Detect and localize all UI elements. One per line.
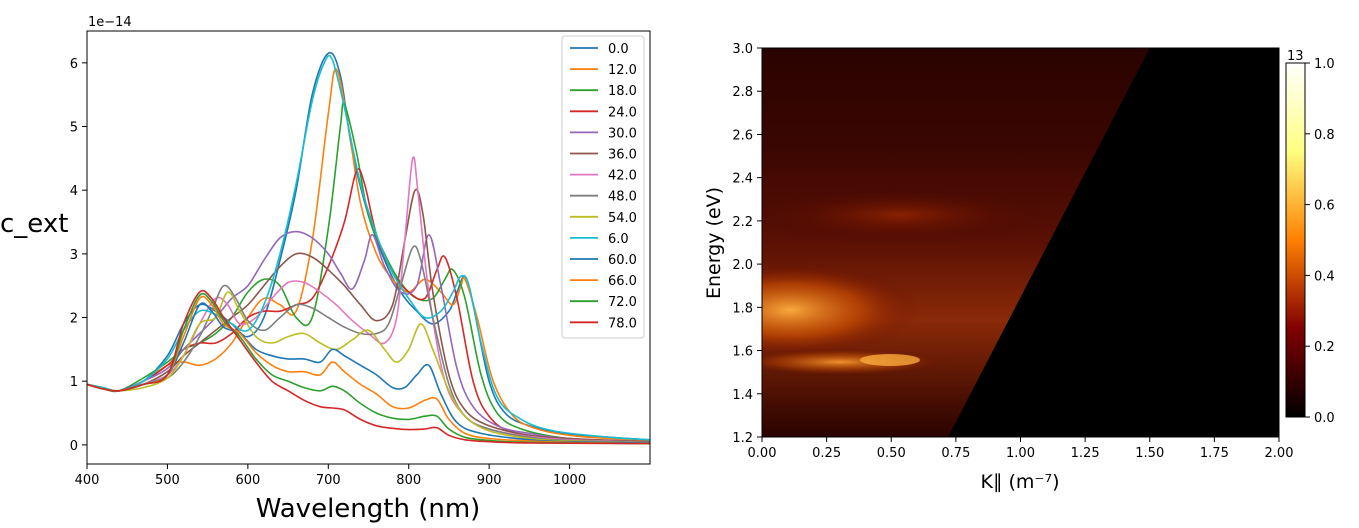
series-line-4	[87, 230, 650, 443]
legend-label: 66.0	[608, 274, 637, 289]
legend-label: 6.0	[608, 232, 629, 247]
left-x-tick-label: 900	[477, 473, 502, 488]
right-y-tick-label: 3.0	[732, 42, 753, 57]
legend-label: 48.0	[608, 190, 637, 205]
right-y-tick-label: 2.2	[732, 215, 753, 230]
left-y-tick-label: 5	[70, 121, 78, 136]
left-y-tick-label: 2	[70, 312, 78, 327]
left-x-tick-label: 1000	[553, 473, 586, 488]
left-x-tick-label: 800	[396, 473, 421, 488]
right-y-tick-label: 2.0	[732, 258, 753, 273]
right-x-tick-label: 0.25	[812, 446, 841, 461]
right-y-tick-label: 1.2	[732, 431, 753, 446]
legend-label: 24.0	[608, 105, 637, 120]
right-x-tick-label: 0.50	[877, 446, 906, 461]
left-y-tick-label: 0	[70, 439, 78, 454]
right-x-tick-label: 1.75	[1200, 446, 1229, 461]
legend-label: 60.0	[608, 253, 637, 268]
right-x-axis-label: K∥ (m⁻⁷)	[981, 471, 1060, 493]
left-x-tick-label: 500	[155, 473, 180, 488]
legend: 0.0 12.0 18.0 24.0 30.0 36.0 42.0 48.0 54.0 6.0 60…	[561, 35, 645, 339]
legend-box	[561, 35, 645, 339]
legend-label: 0.0	[608, 42, 629, 57]
right-y-axis-label: Energy (eV)	[703, 187, 725, 299]
right-y-tick-label: 2.6	[732, 128, 753, 143]
colorbar-tick-label: 0.2	[1314, 340, 1335, 355]
series-line-9	[87, 54, 650, 441]
right-x-tick-label: 1.50	[1135, 446, 1164, 461]
legend-label: 42.0	[608, 169, 637, 184]
series-line-12	[87, 292, 650, 445]
extinction-line-chart: 400 500 600 700 800 900 1000 0 1 2 3 4 5 6 1e−14 Wave…	[0, 15, 651, 524]
right-y-tick-label: 1.4	[732, 388, 753, 403]
series-line-13	[87, 289, 650, 445]
heatmap-image	[762, 48, 1279, 437]
colorbar	[1285, 62, 1306, 418]
right-x-tick-label: 1.25	[1071, 446, 1100, 461]
left-plot-frame	[86, 30, 651, 465]
heatmap-cutoff-region	[948, 48, 1279, 437]
right-x-tick-label: 1.00	[1006, 446, 1035, 461]
right-axis-ticks: 0.00 0.25 0.50 0.75 1.00 1.25 1.50 1.75 2.00 1.2 1…	[732, 42, 1293, 461]
heatmap-band-main	[762, 262, 920, 358]
left-y-axis-label: c_ext	[0, 209, 68, 239]
colorbar-tick-label: 0.6	[1314, 199, 1335, 214]
legend-label: 78.0	[608, 316, 637, 331]
left-x-axis-label: Wavelength (nm)	[256, 494, 481, 524]
right-y-tick-label: 2.4	[732, 172, 753, 187]
left-x-tick-label: 400	[75, 473, 100, 488]
legend-label: 18.0	[608, 84, 637, 99]
right-x-tick-label: 0.75	[941, 446, 970, 461]
left-series-lines	[87, 51, 650, 445]
series-line-10	[87, 302, 650, 444]
colorbar-tick-label: 0.0	[1314, 411, 1335, 426]
heatmap-band-upper	[762, 187, 1050, 243]
series-line-5	[87, 188, 650, 443]
legend-label: 72.0	[608, 295, 637, 310]
colorbar-tick-label: 0.8	[1314, 128, 1335, 143]
heatmap-hotspot	[860, 354, 920, 366]
left-y-offset-label: 1e−14	[88, 15, 132, 30]
left-y-tick-label: 4	[70, 184, 78, 199]
colorbar-offset-label: 13	[1287, 49, 1304, 64]
legend-label: 36.0	[608, 148, 637, 163]
colorbar-tick-label: 0.4	[1314, 269, 1335, 284]
series-line-8	[87, 291, 650, 444]
left-x-tick-label: 600	[235, 473, 260, 488]
left-y-tick-label: 3	[70, 248, 78, 263]
left-axis-ticks: 400 500 600 700 800 900 1000 0 1 2 3 4 5 6	[70, 57, 586, 488]
legend-label: 30.0	[608, 126, 637, 141]
right-y-tick-label: 1.6	[732, 345, 753, 360]
left-x-tick-label: 700	[316, 473, 341, 488]
legend-label: 12.0	[608, 63, 637, 78]
colorbar-ticks: 0.0 0.2 0.4 0.6 0.8 1.0	[1305, 57, 1335, 426]
legend-label: 54.0	[608, 211, 637, 226]
right-x-tick-label: 0.00	[748, 446, 777, 461]
left-y-tick-label: 6	[70, 57, 78, 72]
series-line-11	[87, 295, 650, 445]
right-y-tick-label: 1.8	[732, 301, 753, 316]
colorbar-tick-label: 1.0	[1314, 57, 1335, 72]
series-line-7	[87, 245, 650, 444]
left-y-tick-label: 1	[70, 375, 78, 390]
dispersion-heatmap: 0.00 0.25 0.50 0.75 1.00 1.25 1.50 1.75 2.00 1.2 1…	[703, 42, 1335, 493]
right-y-tick-label: 2.8	[732, 85, 753, 100]
right-x-tick-label: 2.00	[1265, 446, 1294, 461]
